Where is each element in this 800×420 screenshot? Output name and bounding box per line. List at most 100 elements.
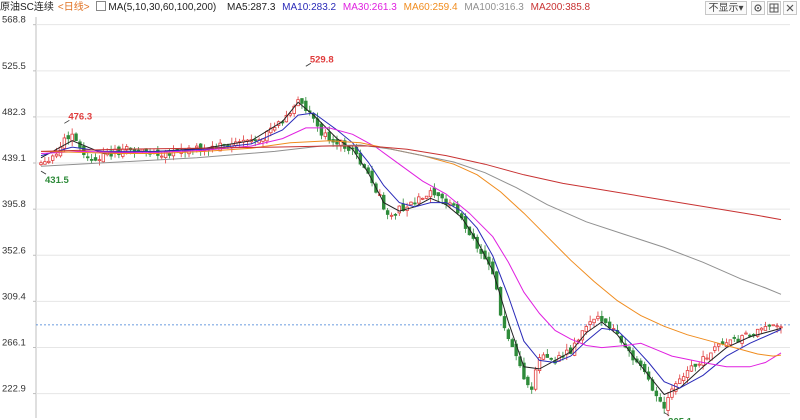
candle-body <box>728 339 733 346</box>
candle-body <box>124 146 129 151</box>
ma-params-text: MA(5,10,30,60,100,200) <box>108 2 217 13</box>
high-annotation: 476.3 <box>68 111 92 122</box>
close-icon[interactable] <box>783 1 797 15</box>
ma30-line <box>40 127 782 368</box>
ma200-value: MA200:385.8 <box>530 2 591 13</box>
candle-body <box>436 192 440 197</box>
candle-body <box>498 286 503 316</box>
candle-body <box>549 357 553 360</box>
candle-body <box>319 123 324 136</box>
ma60-line <box>40 140 782 357</box>
candle-body <box>759 327 764 331</box>
ma200-line <box>40 145 782 221</box>
candle-body <box>681 376 686 381</box>
candle-body <box>658 397 662 402</box>
candle-body <box>195 145 199 149</box>
y-tick-label: 222.9 <box>2 384 26 395</box>
period-label[interactable]: <日线> <box>57 2 90 13</box>
candle-body <box>541 354 546 360</box>
candle-body <box>670 388 674 398</box>
candle-body <box>600 316 604 322</box>
candle-body <box>288 113 292 116</box>
candle-body <box>771 324 775 327</box>
y-tick-label: 568.8 <box>2 15 26 26</box>
candle-body <box>323 132 328 137</box>
candle-body <box>292 105 296 114</box>
y-tick-label: 266.1 <box>2 338 26 349</box>
candle-body <box>93 157 98 161</box>
grid-layout-icon[interactable] <box>767 1 781 15</box>
candle-body <box>506 329 511 340</box>
candle-body <box>417 196 421 204</box>
candle-body <box>117 146 121 156</box>
chart-legend: 原油SC连续 <日线> MA(5,10,30,60,100,200) MA5:28… <box>0 0 800 16</box>
candle-body <box>62 137 67 149</box>
candle-body <box>89 159 94 161</box>
ma-icon <box>96 1 107 11</box>
candle-body <box>413 202 417 205</box>
extreme-marker <box>40 170 47 175</box>
extreme-marker <box>64 119 70 124</box>
settings-icon-glyph <box>754 4 762 12</box>
candle-body <box>654 390 659 397</box>
candle-body <box>767 324 772 327</box>
candle-body <box>588 321 592 325</box>
candle-body <box>424 195 429 199</box>
candle-body <box>502 316 507 329</box>
candle-body <box>428 190 433 198</box>
low-annotation: 205.1 <box>668 417 692 420</box>
y-tick-label: 525.5 <box>2 61 26 72</box>
candle-body <box>642 363 647 372</box>
candle-body <box>522 362 526 380</box>
hide-label: 不显示 <box>708 3 739 14</box>
candle-body <box>385 210 390 215</box>
candle-body <box>78 141 82 149</box>
y-tick-label: 482.3 <box>2 107 26 118</box>
y-tick-label: 309.4 <box>2 291 26 302</box>
extreme-marker <box>305 62 312 67</box>
candle-body <box>444 198 448 205</box>
candle-body <box>272 127 277 131</box>
y-tick-label: 352.6 <box>2 245 26 256</box>
candle-body <box>666 397 670 411</box>
ma60-value: MA60:259.4 <box>403 2 458 13</box>
ma-layer <box>40 101 782 396</box>
settings-icon[interactable] <box>751 1 765 15</box>
ma100-value: MA100:316.3 <box>464 2 524 13</box>
candle-body <box>420 197 425 200</box>
ma10-value: MA10:283.2 <box>282 2 337 13</box>
candle-body <box>701 356 705 366</box>
candle-body <box>592 318 596 324</box>
ma30-value: MA30:261.3 <box>342 2 397 13</box>
instrument-name: 原油SC连续 <box>0 2 54 13</box>
ma100-line <box>40 144 782 295</box>
candle-body <box>70 133 74 142</box>
hide-indicator-dropdown[interactable]: 不显示▾ <box>705 1 747 15</box>
candle-body <box>537 357 542 372</box>
candle-body <box>397 205 402 214</box>
candle-body <box>393 213 398 216</box>
candle-body <box>74 133 78 141</box>
candle-body <box>619 335 624 343</box>
candle-body <box>678 378 682 384</box>
candle-body <box>779 326 783 329</box>
candle-body <box>304 100 308 111</box>
candle-body <box>389 214 394 217</box>
candle-body <box>732 337 736 339</box>
candle-body <box>755 328 760 337</box>
candle-body <box>300 98 304 104</box>
candle-body <box>167 153 172 156</box>
chevron-down-icon: ▾ <box>738 3 744 14</box>
candle-body <box>693 363 698 367</box>
candle-body <box>97 159 102 162</box>
candle-body <box>526 376 530 386</box>
candle-body <box>713 346 717 351</box>
ma-params-label: MA(5,10,30,60,100,200) <box>96 1 220 13</box>
candle-body <box>54 153 59 157</box>
candle-body <box>607 321 612 329</box>
candle-body <box>463 216 468 229</box>
candle-body <box>530 386 534 390</box>
close-icon-glyph <box>786 4 794 12</box>
candle-body <box>409 201 413 206</box>
